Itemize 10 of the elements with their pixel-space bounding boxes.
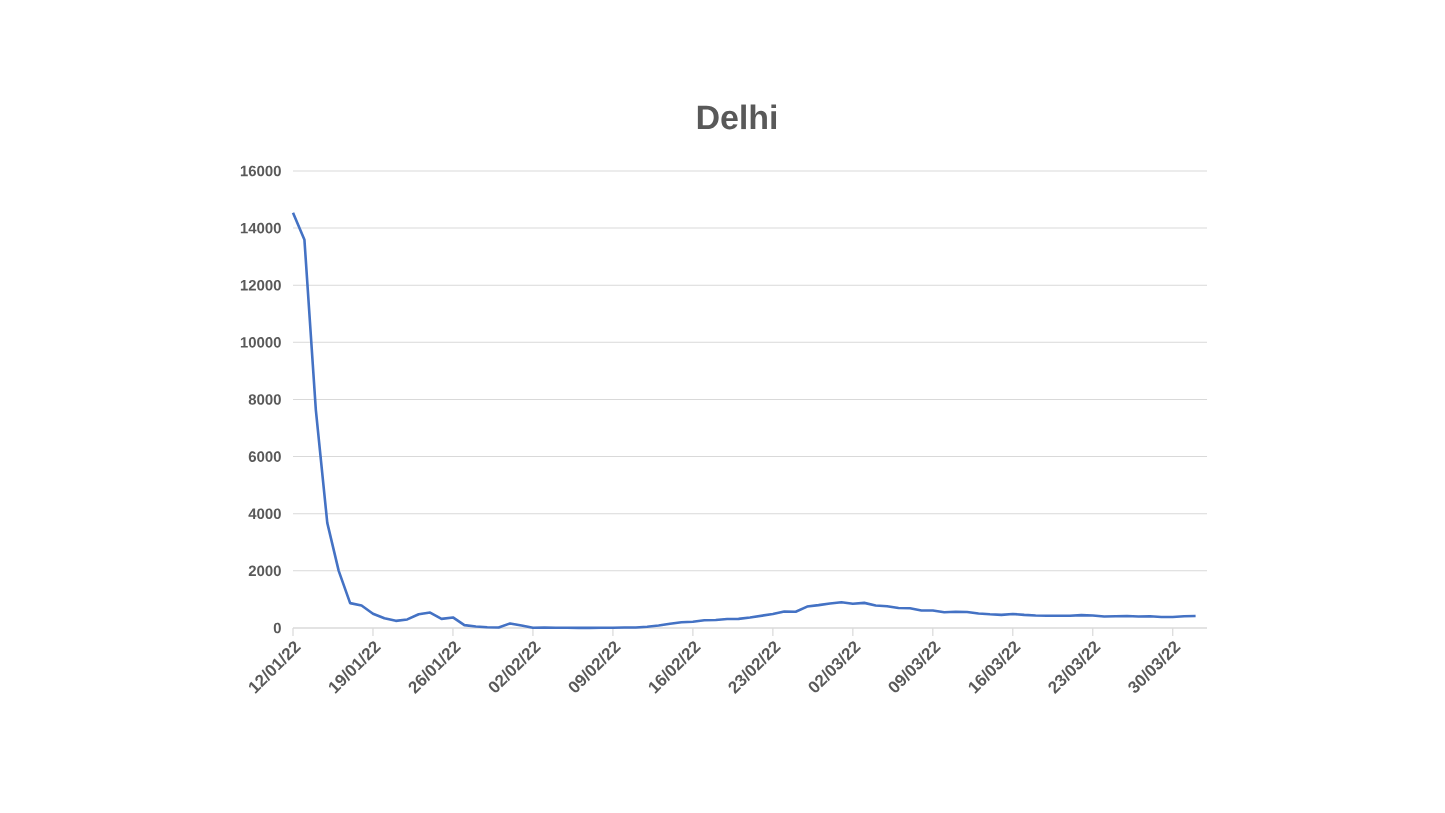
y-tick-label: 4000 <box>248 508 281 520</box>
y-tick-label: 12000 <box>240 279 281 291</box>
y-tick-label: 6000 <box>248 451 281 462</box>
y-tick-label: 0 <box>273 622 281 634</box>
y-tick-label: 10000 <box>240 337 281 348</box>
y-tick-label: 16000 <box>240 165 281 177</box>
y-tick-label: 2000 <box>248 565 281 577</box>
chart-title: Delhi <box>697 104 777 130</box>
y-tick-label: 8000 <box>248 394 281 405</box>
y-tick-label: 14000 <box>240 222 281 234</box>
